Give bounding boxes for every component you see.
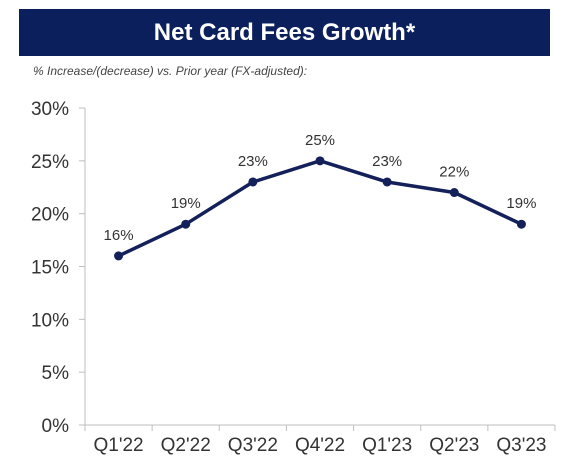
x-tick-label: Q3'22 xyxy=(228,435,278,456)
data-label: 19% xyxy=(171,195,201,212)
data-point xyxy=(248,177,258,187)
chart-subtitle: % Increase/(decrease) vs. Prior year (FX… xyxy=(33,64,308,78)
y-tick-label: 30% xyxy=(31,99,69,120)
data-label: 19% xyxy=(506,195,536,212)
y-tick-label: 5% xyxy=(42,363,70,384)
y-tick-label: 10% xyxy=(31,310,69,331)
data-point xyxy=(516,219,526,229)
chart-title: Net Card Fees Growth* xyxy=(153,18,416,46)
x-tick-label: Q3'23 xyxy=(496,435,546,456)
data-label: 22% xyxy=(439,164,469,181)
data-label: 25% xyxy=(305,132,335,149)
data-point xyxy=(181,219,191,229)
x-tick-label: Q4'22 xyxy=(295,435,345,456)
x-tick-label: Q2'23 xyxy=(429,435,479,456)
data-label: 23% xyxy=(238,153,268,170)
y-tick-label: 0% xyxy=(42,416,70,437)
data-label: 16% xyxy=(104,227,134,244)
x-tick-label: Q1'23 xyxy=(362,435,412,456)
data-point xyxy=(449,188,459,198)
y-tick-label: 20% xyxy=(31,205,69,226)
y-tick-label: 15% xyxy=(31,258,69,279)
data-label: 23% xyxy=(372,153,402,170)
data-point xyxy=(382,177,392,187)
y-tick-label: 25% xyxy=(31,152,69,173)
data-point xyxy=(114,251,124,261)
data-point xyxy=(315,156,325,166)
x-tick-label: Q1'22 xyxy=(94,435,144,456)
chart-title-bar: Net Card Fees Growth* xyxy=(19,9,550,56)
x-tick-label: Q2'22 xyxy=(161,435,211,456)
